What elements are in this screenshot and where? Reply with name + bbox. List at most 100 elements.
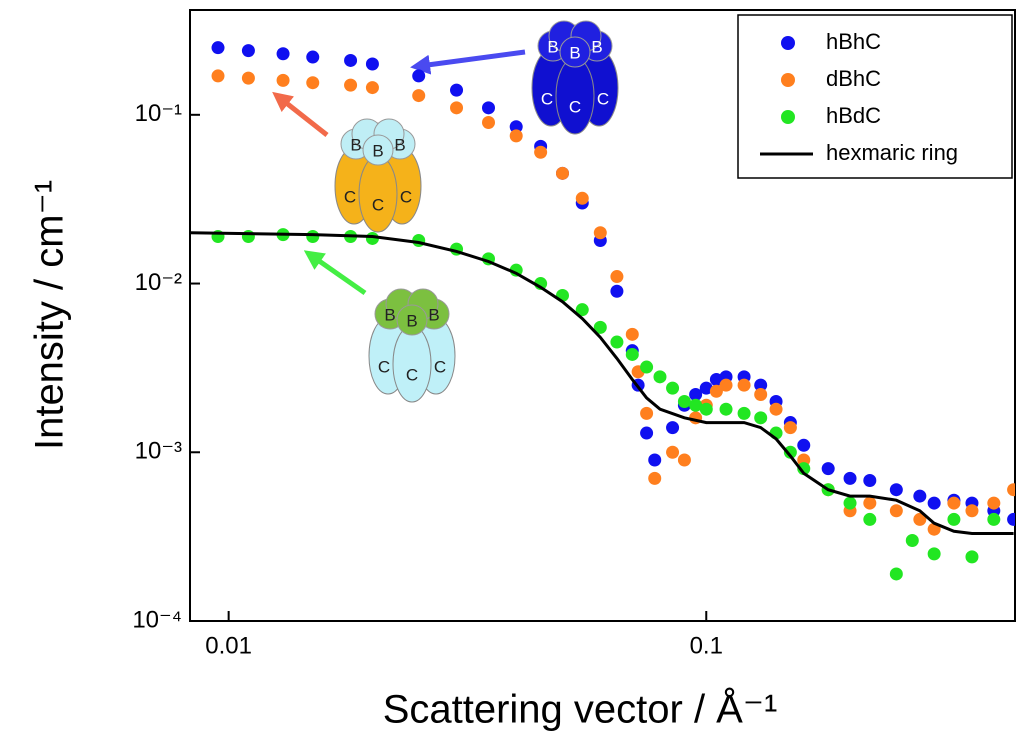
marker <box>889 504 903 518</box>
y-tick-label: 10⁻⁴ <box>132 606 182 633</box>
label-c: C <box>597 89 609 108</box>
marker <box>344 78 358 92</box>
marker <box>211 41 225 55</box>
marker <box>699 402 713 416</box>
marker <box>625 327 639 341</box>
marker <box>625 347 639 361</box>
label-c: C <box>434 357 446 376</box>
marker <box>821 462 835 476</box>
subunit-b <box>396 304 428 336</box>
legend-marker <box>781 36 795 50</box>
marker <box>863 474 877 488</box>
line <box>190 231 1014 535</box>
marker <box>719 402 733 416</box>
marker <box>306 76 320 90</box>
label-c: C <box>406 365 418 384</box>
legend-label: hBdC <box>826 103 881 128</box>
marker <box>450 83 464 97</box>
arrow <box>272 91 329 137</box>
y-axis-title: Intensity / cm⁻¹ <box>28 180 72 450</box>
marker <box>640 360 654 374</box>
label-b: B <box>394 135 405 154</box>
label-b: B <box>591 37 602 56</box>
label-c: C <box>541 89 553 108</box>
marker <box>783 421 797 435</box>
label-c: C <box>378 357 390 376</box>
marker <box>1007 483 1015 497</box>
marker <box>913 489 927 503</box>
marker <box>797 462 811 476</box>
marker <box>610 270 624 284</box>
marker <box>241 230 255 244</box>
marker <box>863 512 877 526</box>
marker <box>211 69 225 83</box>
arrow <box>303 250 367 296</box>
subunit-c <box>392 325 432 403</box>
marker <box>987 496 1001 510</box>
marker <box>769 402 783 416</box>
illustration: B B BC C C <box>368 288 456 403</box>
marker <box>482 116 496 130</box>
marker <box>412 69 426 83</box>
marker <box>863 496 877 510</box>
marker <box>905 533 919 547</box>
marker <box>593 226 607 240</box>
marker <box>783 445 797 459</box>
marker <box>640 406 654 420</box>
marker <box>534 145 548 159</box>
legend-label: hexmaric ring <box>826 140 958 165</box>
marker <box>241 44 255 58</box>
marker <box>610 335 624 349</box>
marker <box>719 378 733 392</box>
marker <box>593 320 607 334</box>
marker <box>797 438 811 452</box>
marker <box>843 496 857 510</box>
marker <box>689 387 703 401</box>
label-b: B <box>350 135 361 154</box>
marker <box>276 47 290 61</box>
label-c: C <box>344 187 356 206</box>
label-b: B <box>372 141 383 160</box>
arrow <box>410 49 526 75</box>
marker <box>927 496 941 510</box>
label-c: C <box>569 97 581 116</box>
marker <box>754 378 768 392</box>
label-b: B <box>428 305 439 324</box>
marker <box>666 381 680 395</box>
marker <box>365 57 379 71</box>
y-tick-label: 10⁻² <box>135 269 182 296</box>
marker <box>699 381 713 395</box>
y-tick-label: 10⁻³ <box>135 438 182 465</box>
illustration: B B BC C C <box>531 20 619 135</box>
illustration: B B BC C C <box>334 118 422 233</box>
marker <box>241 71 255 85</box>
label-b: B <box>569 43 580 62</box>
marker <box>648 471 662 485</box>
marker <box>666 445 680 459</box>
x-tick-label: 0.01 <box>205 632 252 659</box>
legend-label: hBhC <box>826 29 881 54</box>
marker <box>509 129 523 143</box>
subunit-b <box>362 134 394 166</box>
marker <box>843 471 857 485</box>
label-b: B <box>384 305 395 324</box>
marker <box>666 421 680 435</box>
plot-area <box>190 41 1015 581</box>
marker <box>610 284 624 298</box>
marker <box>677 394 691 408</box>
marker <box>709 384 723 398</box>
marker <box>889 483 903 497</box>
marker <box>754 387 768 401</box>
x-axis-title: Scattering vector / Å⁻¹ <box>383 687 778 732</box>
marker <box>306 50 320 64</box>
label-c: C <box>372 195 384 214</box>
subunit-c <box>555 57 595 135</box>
marker <box>509 120 523 134</box>
legend-label: dBhC <box>826 66 881 91</box>
y-tick-label: 10⁻¹ <box>135 100 182 127</box>
subunit-b <box>559 36 591 68</box>
marker <box>482 101 496 115</box>
plot-frame <box>189 9 1016 622</box>
